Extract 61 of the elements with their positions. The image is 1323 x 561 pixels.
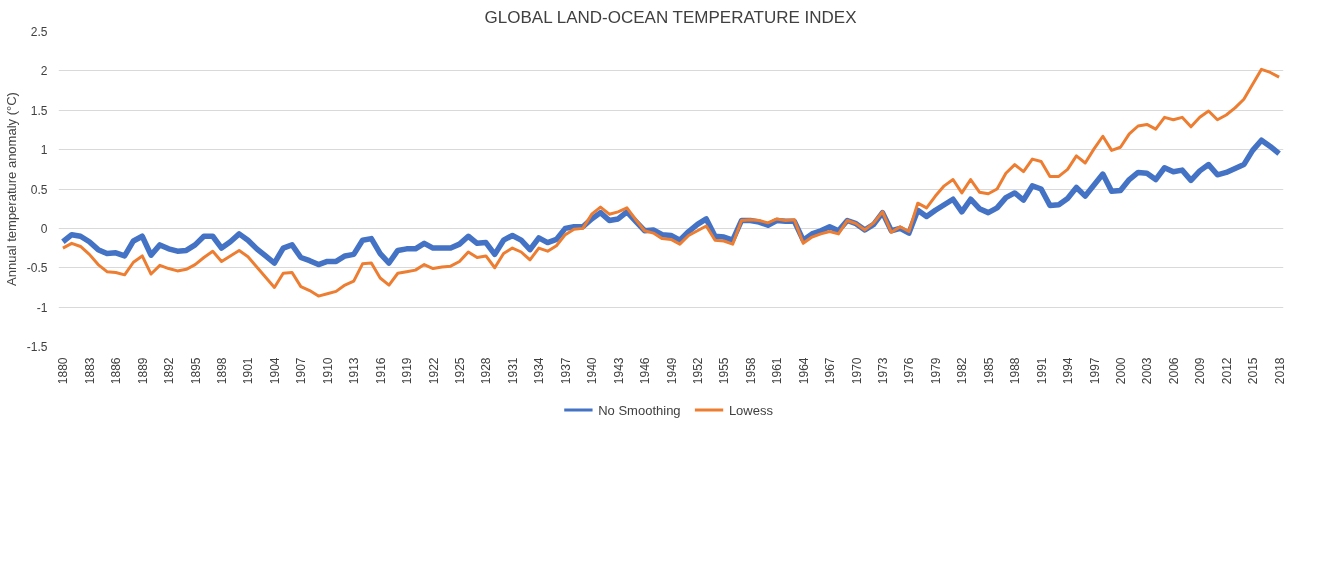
y-tick-label: -0.5 [26, 261, 48, 276]
x-tick-label: 1886 [109, 357, 124, 385]
x-tick-label: 2003 [1140, 357, 1155, 385]
x-tick-label: 2015 [1246, 357, 1261, 385]
x-tick-label: 1937 [558, 357, 573, 385]
x-tick-label: 1949 [664, 357, 679, 385]
x-tick-label: 1931 [505, 357, 520, 385]
x-tick-label: 1934 [532, 357, 547, 385]
x-tick-label: 1958 [743, 357, 758, 385]
x-tick-label: 1973 [876, 357, 891, 385]
x-tick-label: 1898 [215, 357, 230, 385]
x-tick-label: 1955 [717, 357, 732, 385]
x-tick-label: 1946 [638, 357, 653, 385]
x-tick-label: 1988 [1008, 357, 1023, 385]
x-tick-label: 1994 [1061, 357, 1076, 385]
x-tick-label: 1952 [690, 357, 705, 385]
x-tick-label: 1967 [823, 357, 838, 385]
x-tick-label: 2009 [1193, 357, 1208, 385]
legend-label: No Smoothing [598, 402, 681, 418]
x-tick-label: 1916 [373, 357, 388, 385]
x-tick-label: 1904 [267, 357, 282, 385]
x-tick-label: 1970 [849, 357, 864, 385]
x-tick-label: 2012 [1219, 357, 1234, 385]
legend-label: Lowess [728, 402, 774, 418]
x-tick-label: 1901 [241, 357, 256, 385]
x-tick-label: 1883 [82, 357, 97, 385]
x-tick-label: 1991 [1034, 357, 1049, 385]
x-tick-label: 1925 [452, 357, 467, 385]
x-tick-label: 1919 [400, 357, 415, 385]
y-axis-title: Annual temperature anomaly (°C) [3, 92, 19, 286]
x-tick-label: 1997 [1087, 357, 1102, 385]
x-tick-label: 1889 [135, 357, 150, 385]
x-tick-label: 1943 [611, 357, 626, 385]
y-tick-label: 1.5 [30, 103, 48, 118]
x-tick-label: 1913 [347, 357, 362, 385]
x-tick-label: 1979 [928, 357, 943, 385]
x-tick-label: 1964 [796, 357, 811, 385]
y-tick-label: 0.5 [30, 182, 48, 197]
x-tick-label: 2006 [1166, 357, 1181, 385]
y-tick-label: 2.5 [30, 25, 48, 39]
x-tick-label: 1895 [188, 357, 203, 385]
x-tick-label: 1922 [426, 357, 441, 385]
x-tick-label: 1928 [479, 357, 494, 385]
y-tick-label: 2 [40, 64, 48, 79]
x-tick-label: 1880 [56, 357, 71, 385]
x-tick-label: 1910 [320, 357, 335, 385]
y-tick-label: -1 [36, 300, 48, 315]
x-tick-label: 1961 [770, 357, 785, 385]
y-tick-label: -1.5 [26, 340, 48, 354]
x-tick-label: 2018 [1272, 357, 1287, 385]
x-tick-label: 1907 [294, 357, 309, 385]
x-tick-label: 1985 [981, 357, 996, 385]
x-tick-label: 1976 [902, 357, 917, 385]
line-series [61, 67, 1281, 298]
y-tick-label: 1 [40, 143, 48, 158]
y-tick-label: 0 [40, 221, 48, 236]
x-tick-label: 2000 [1113, 357, 1128, 385]
x-tick-label: 1982 [955, 357, 970, 385]
chart-title: GLOBAL LAND-OCEAN TEMPERATURE INDEX [484, 7, 857, 27]
x-tick-label: 1892 [162, 357, 177, 385]
x-tick-label: 1940 [585, 357, 600, 385]
